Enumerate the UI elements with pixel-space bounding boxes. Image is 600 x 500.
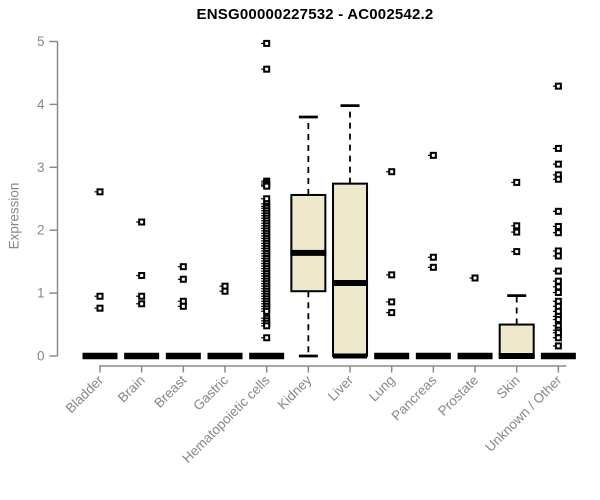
outlier-point xyxy=(554,283,562,291)
outlier-point xyxy=(179,263,187,271)
box-group-liver xyxy=(332,104,369,359)
outlier-point xyxy=(221,287,229,295)
outlier-point xyxy=(138,300,146,308)
y-axis: 0 1 2 3 4 5 xyxy=(37,34,59,364)
outlier-point xyxy=(263,39,271,47)
x-category-label: Pancreas xyxy=(389,372,440,423)
x-category-label: Brain xyxy=(115,373,148,406)
outlier-point xyxy=(513,248,521,256)
outlier-point xyxy=(96,304,104,312)
outlier-point xyxy=(138,292,146,300)
x-category-label: Bladder xyxy=(63,372,107,416)
box-group-hematopoietic-cells xyxy=(249,39,285,360)
outlier-point xyxy=(263,65,271,73)
outlier-point xyxy=(138,218,146,226)
outlier-point xyxy=(513,228,521,236)
outlier-point xyxy=(388,309,396,317)
outlier-point xyxy=(554,175,562,183)
y-tick-label: 3 xyxy=(37,160,45,175)
iqr-box xyxy=(290,193,327,293)
outlier-point xyxy=(263,307,271,315)
x-category-label: Skin xyxy=(494,373,523,402)
y-tick-label: 4 xyxy=(37,97,45,112)
outlier-point xyxy=(96,292,104,300)
y-tick-label: 2 xyxy=(37,223,45,238)
outlier-point xyxy=(138,271,146,279)
x-category-label: Gastric xyxy=(190,372,231,413)
outlier-point xyxy=(471,274,479,282)
outlier-point xyxy=(388,298,396,306)
y-tick-label: 1 xyxy=(37,286,45,301)
outlier-point xyxy=(513,222,521,230)
box-group-gastric xyxy=(207,282,243,360)
outlier-point xyxy=(554,316,562,324)
outlier-point xyxy=(554,277,562,285)
iqr-box xyxy=(332,182,369,357)
box-group-brain xyxy=(124,218,160,360)
outlier-point xyxy=(554,252,562,260)
y-tick-label: 5 xyxy=(37,34,45,49)
box-group-lung xyxy=(374,168,410,360)
outlier-point xyxy=(554,82,562,90)
iqr-box xyxy=(498,323,535,357)
chart-title: ENSG00000227532 - AC002542.2 xyxy=(196,6,434,23)
outlier-point xyxy=(554,222,562,230)
x-category-label: Prostate xyxy=(435,373,481,419)
outlier-point xyxy=(554,342,562,350)
outlier-point xyxy=(554,144,562,152)
outlier-point xyxy=(554,334,562,342)
outlier-point xyxy=(429,263,437,271)
outlier-point xyxy=(429,151,437,159)
outlier-point xyxy=(554,229,562,237)
box-group-pancreas xyxy=(415,151,451,360)
outlier-point xyxy=(554,160,562,168)
outlier-point xyxy=(179,302,187,310)
x-category-label: Lung xyxy=(366,373,398,405)
box-group-skin xyxy=(498,178,535,359)
outlier-point xyxy=(96,188,104,196)
outlier-point xyxy=(554,267,562,275)
x-category-label: Breast xyxy=(151,372,189,410)
y-tick-label: 0 xyxy=(37,349,45,364)
box-group-bladder xyxy=(82,188,118,360)
outlier-point xyxy=(388,271,396,279)
outlier-point xyxy=(388,168,396,176)
x-category-label: Unknown / Other xyxy=(482,372,565,455)
outlier-point xyxy=(263,334,271,342)
outlier-point xyxy=(554,288,562,296)
box-group-unknown-other xyxy=(540,82,576,360)
outlier-point xyxy=(429,253,437,261)
x-category-label: Liver xyxy=(325,372,357,404)
box-group-kidney xyxy=(290,115,327,358)
outlier-point xyxy=(179,275,187,283)
box-group-breast xyxy=(165,263,201,360)
outlier-point xyxy=(554,207,562,215)
box-group-prostate xyxy=(457,274,493,360)
outlier-point xyxy=(263,322,271,330)
outlier-point xyxy=(513,178,521,186)
x-category-label: Kidney xyxy=(275,372,315,412)
outlier-point xyxy=(263,182,271,190)
